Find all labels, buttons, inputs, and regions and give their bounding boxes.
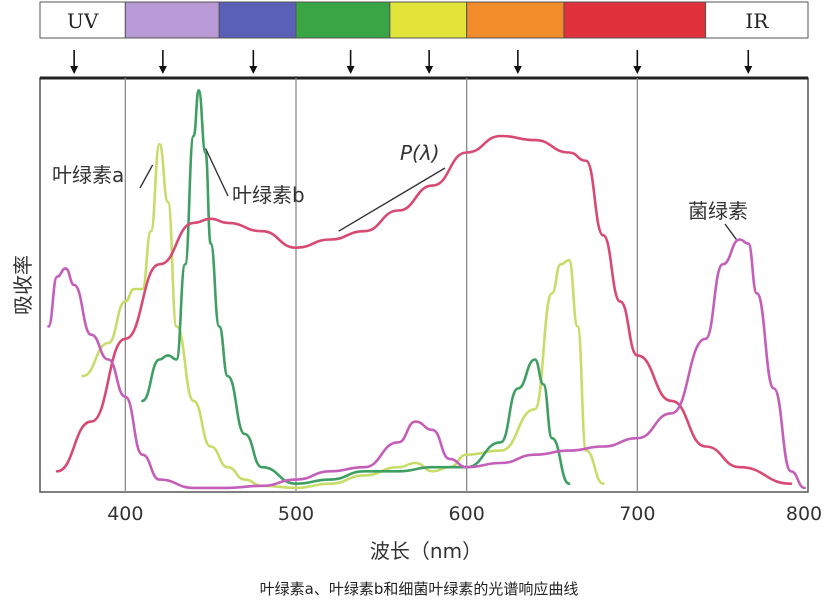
annotation-bacteriochlorophyll: 菌绿素 bbox=[688, 199, 748, 223]
arrow-head-3 bbox=[346, 66, 355, 74]
x-tick-label-800: 800 bbox=[786, 503, 822, 525]
spectrum-label-ir: IR bbox=[745, 9, 769, 33]
spectrum-segment-3 bbox=[295, 1, 391, 39]
spectrum-segment-5 bbox=[466, 1, 565, 39]
spectrum-segment-4 bbox=[389, 1, 468, 39]
spectrum-segment-6 bbox=[563, 1, 707, 39]
x-axis-title: 波长（nm） bbox=[370, 539, 482, 563]
annotation-chlorophyll-b: 叶绿素b bbox=[232, 183, 305, 207]
leader-chlorophyll-a bbox=[139, 164, 154, 189]
series-line-3 bbox=[47, 238, 806, 490]
spectrum-label-uv: UV bbox=[67, 9, 99, 33]
arrow-head-4 bbox=[425, 66, 434, 74]
vertical-gridlines bbox=[124, 78, 638, 492]
x-tick-label-400: 400 bbox=[107, 503, 143, 525]
spectrum-segment-2 bbox=[218, 1, 297, 39]
spectrum-arrows bbox=[70, 50, 753, 74]
annotation-p-lambda: P(λ) bbox=[400, 141, 440, 165]
leader-chlorophyll-b bbox=[204, 148, 229, 197]
arrow-head-6 bbox=[633, 66, 642, 74]
x-tick-label-500: 500 bbox=[278, 503, 314, 525]
series-group bbox=[47, 89, 806, 490]
arrow-head-0 bbox=[70, 66, 79, 74]
spectrum-segment-0 bbox=[39, 1, 126, 39]
series-line-2 bbox=[55, 134, 793, 485]
leader-p-lambda bbox=[338, 167, 446, 232]
x-tick-label-600: 600 bbox=[449, 503, 485, 525]
x-axis-ticks: 400 500 600 700 800 bbox=[107, 503, 822, 525]
leader-bacteriochlorophyll bbox=[724, 223, 737, 240]
y-axis-title: 吸收率 bbox=[11, 255, 35, 315]
spectrum-band: UV IR bbox=[39, 1, 809, 39]
arrow-head-7 bbox=[744, 66, 753, 74]
arrow-head-1 bbox=[158, 66, 167, 74]
series-line-0 bbox=[81, 142, 605, 490]
chart-caption: 叶绿素a、叶绿素b和细菌叶绿素的光谱响应曲线 bbox=[260, 580, 579, 598]
series-line-1 bbox=[141, 89, 571, 485]
arrow-head-5 bbox=[513, 66, 522, 74]
spectrum-segment-7 bbox=[705, 1, 809, 39]
x-tick-label-700: 700 bbox=[619, 503, 655, 525]
annotation-chlorophyll-a: 叶绿素a bbox=[52, 163, 124, 187]
spectrum-segment-1 bbox=[124, 1, 220, 39]
arrow-head-2 bbox=[249, 66, 258, 74]
annotation-leaders bbox=[139, 148, 737, 240]
